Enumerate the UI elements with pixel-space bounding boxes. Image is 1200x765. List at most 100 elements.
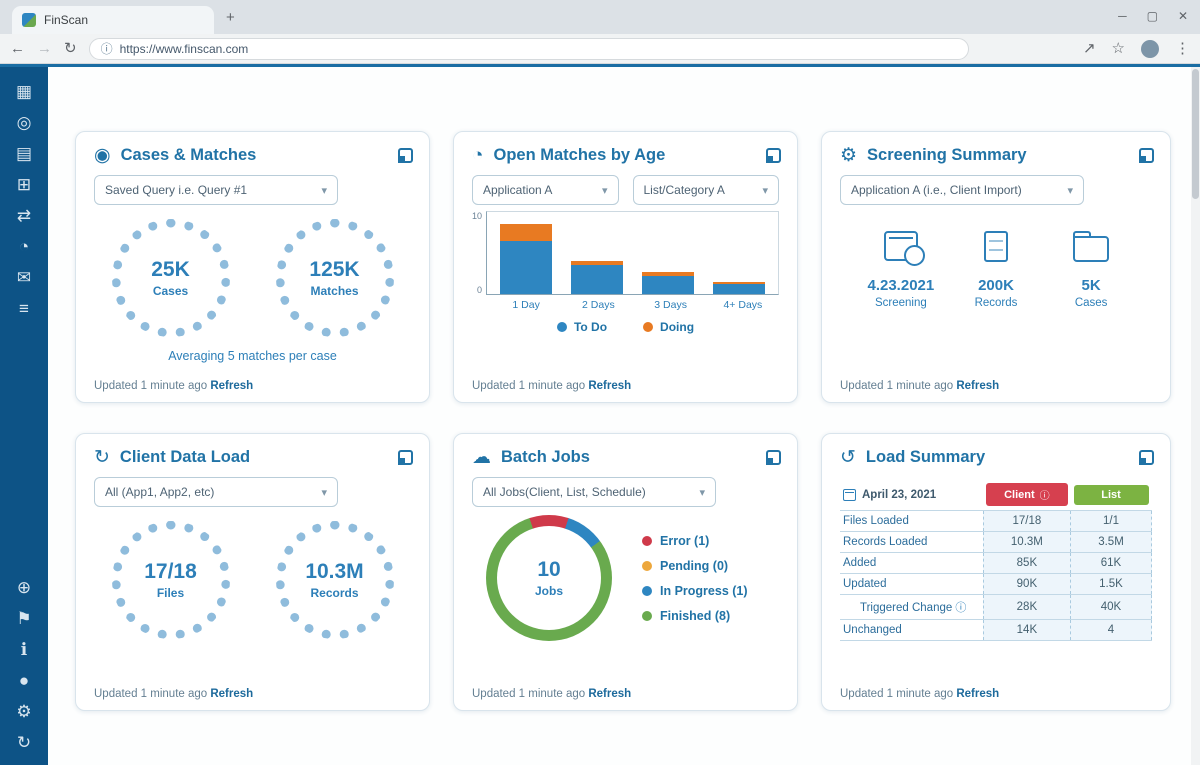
legend-dot-icon [642,535,652,546]
sidebar-item-sync-icon[interactable]: ↻ [16,733,32,752]
list-category-dropdown[interactable]: List/Category A ▾ [632,175,779,205]
expand-icon[interactable] [1139,450,1154,465]
sidebar-item-matches-icon[interactable]: ⊞ [16,175,32,194]
card-title: Client Data Load [119,448,251,466]
card-open-matches-by-age: ◔ Open Matches by Age Application A ▾ Lis… [453,131,798,403]
updated-text: Updated 1 minute ago Refresh [94,688,254,700]
records-ring: 10.3M Records [275,521,394,639]
menu-dots-icon[interactable]: ⋮ [1175,40,1190,57]
list-value-cell: 1.5K [1070,573,1152,595]
sidebar-item-help-icon[interactable]: ℹ [20,640,28,659]
minimize-icon[interactable]: ─ [1118,9,1127,23]
cases-label: Cases [152,284,189,298]
refresh-link[interactable]: Refresh [956,688,1000,700]
sidebar-item-cases-icon[interactable]: ▤ [15,144,33,163]
table-row: Triggered Change ⓘ 28K 40K [840,594,1152,620]
age-bar-chart: 10 0 [472,211,779,295]
x-axis-labels: 1 Day 2 Days 3 Days 4+ Days [490,299,779,311]
table-row: Files Loaded 17/18 1/1 [840,510,1152,532]
jobs-donut-chart: 10 Jobs [486,515,612,641]
sidebar-item-flags-icon[interactable]: ⚑ [16,609,32,628]
apps-dropdown[interactable]: All (App1, App2, etc) ▾ [94,477,338,507]
bar-segment-doing [712,281,765,285]
expand-icon[interactable] [398,148,413,163]
sidebar-item-settings-icon[interactable]: ⚙ [16,702,32,721]
updated-text: Updated 1 minute ago Refresh [94,380,254,392]
list-value-cell: 61K [1070,552,1152,574]
expand-icon[interactable] [1139,148,1154,163]
expand-icon[interactable] [398,450,413,465]
refresh-link[interactable]: Refresh [956,380,1000,392]
url-bar[interactable]: ⓘ https://www.finscan.com [88,37,969,60]
dashboard-main: ◉ Cases & Matches Saved Query i.e. Query… [48,67,1191,765]
browser-tab-strip: FinScan + ─ ▢ ✕ [0,0,1200,34]
sidebar-item-messages-icon[interactable]: ✉ [16,268,32,287]
sidebar-item-add-icon[interactable]: ⊕ [16,578,32,597]
x-tick-label: 4+ Days [723,299,763,311]
page-scrollbar[interactable] [1191,67,1200,765]
new-tab-button[interactable]: + [226,9,235,26]
info-icon[interactable]: ⓘ [1039,491,1050,502]
cases-note: Averaging 5 matches per case [168,349,337,363]
jobs-legend-item: Pending (0) [642,559,748,573]
sidebar-item-profile-icon[interactable]: ● [18,671,30,690]
favicon-icon [22,13,36,27]
refresh-link[interactable]: Refresh [588,380,632,392]
files-ring: 17/18 Files [111,521,230,639]
list-value-cell: 3.5M [1070,531,1152,553]
back-icon[interactable]: ← [10,40,25,57]
x-tick-label: 3 Days [654,299,687,311]
jobs-dropdown[interactable]: All Jobs(Client, List, Schedule) ▾ [472,477,716,507]
chevron-down-icon: ▾ [321,486,327,499]
legend-dot-icon [642,610,652,621]
close-icon[interactable]: ✕ [1177,9,1188,23]
forward-icon[interactable]: → [37,40,52,57]
refresh-link[interactable]: Refresh [210,688,254,700]
share-icon[interactable]: ↗ [1082,40,1096,57]
refresh-link[interactable]: Refresh [588,688,632,700]
table-row: Unchanged 14K 4 [840,619,1152,641]
info-icon[interactable]: ⓘ [952,602,967,614]
legend-item-to-do: To Do [556,320,607,334]
cases-value: 25K [151,258,190,281]
maximize-icon[interactable]: ▢ [1146,9,1158,23]
refresh-link[interactable]: Refresh [210,380,254,392]
client-value-cell: 85K [982,552,1072,574]
chevron-down-icon: ▾ [762,184,768,197]
card-title: Batch Jobs [501,448,590,466]
jobs-legend-item: Error (1) [642,534,748,548]
bar-segment-to-do [571,265,624,294]
jobs-legend-item: Finished (8) [642,609,748,623]
expand-icon[interactable] [766,148,781,163]
sidebar-item-data-transfer-icon[interactable]: ⇄ [16,206,32,225]
cases-ring: 25K Cases [111,219,230,337]
updated-text: Updated 1 minute ago Refresh [840,688,1000,700]
load-summary-table: April 23, 2021 Client ⓘ [840,479,1152,641]
jobs-legend-item: In Progress (1) [642,584,748,598]
sidebar-item-search-icon[interactable]: ◎ [16,113,32,132]
date-picker[interactable]: April 23, 2021 [843,488,980,501]
expand-icon[interactable] [766,450,781,465]
sidebar-item-lists-icon[interactable]: ≡ [19,299,29,318]
row-label: Triggered Change ⓘ [860,602,967,614]
card-title: Open Matches by Age [493,146,666,164]
profile-avatar[interactable] [1141,39,1159,58]
sidebar-item-activity-icon[interactable]: ◔ [18,237,30,256]
application-dropdown[interactable]: Application A (i.e., Client Import) ▾ [840,175,1084,205]
cases-value: 5K [1081,277,1101,294]
application-dropdown[interactable]: Application A ▾ [472,175,619,205]
saved-query-dropdown[interactable]: Saved Query i.e. Query #1 ▾ [94,175,338,205]
reload-icon[interactable]: ↻ [64,40,77,57]
matches-label: Matches [310,284,359,298]
site-info-icon[interactable]: ⓘ [100,42,113,56]
bookmark-star-icon[interactable]: ☆ [1111,40,1125,57]
browser-navbar: ← → ↻ ⓘ https://www.finscan.com ↗ ☆ ⋮ [0,34,1200,64]
sidebar-item-dashboard-icon[interactable]: ▦ [15,82,33,101]
matches-ring: 125K Matches [275,219,394,337]
bar-3-days [641,271,694,294]
card-cases-matches: ◉ Cases & Matches Saved Query i.e. Query… [75,131,430,403]
browser-tab[interactable]: FinScan [12,6,214,34]
scrollbar-thumb[interactable] [1192,69,1199,199]
y-tick-min: 0 [476,285,482,295]
bar-segment-to-do [500,240,553,294]
